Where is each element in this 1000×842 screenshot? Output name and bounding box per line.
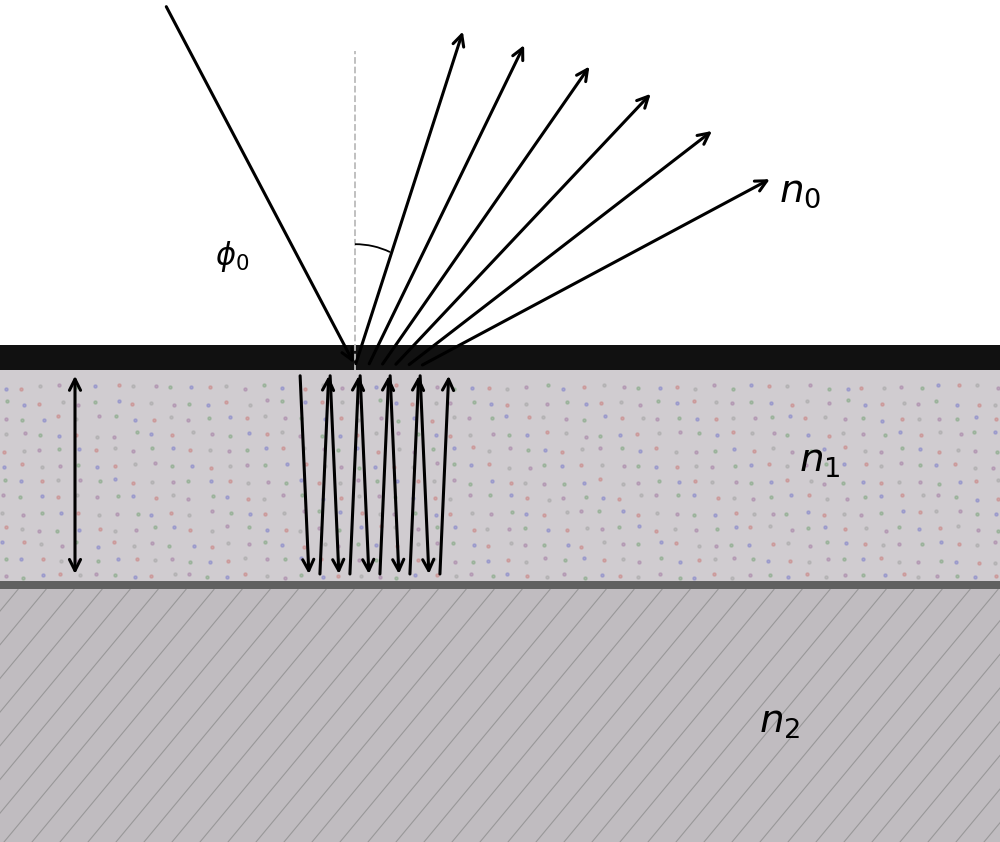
Bar [0, 345, 1000, 370]
Bar [0, 589, 1000, 842]
Text: $\phi_0$: $\phi_0$ [215, 239, 249, 274]
Text: $n_0$: $n_0$ [779, 173, 821, 210]
Bar [0, 0, 1000, 345]
Bar [0, 581, 1000, 589]
Text: $n_2$: $n_2$ [759, 703, 801, 741]
Text: $n_1$: $n_1$ [799, 442, 841, 480]
Bar [0, 370, 1000, 581]
